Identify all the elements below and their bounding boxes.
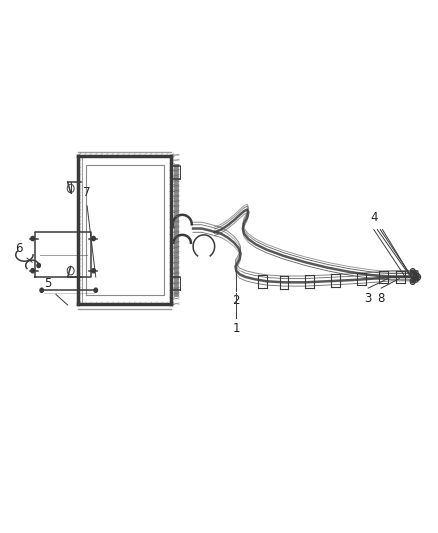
Circle shape — [414, 278, 417, 281]
Circle shape — [94, 288, 98, 292]
Circle shape — [417, 276, 419, 279]
Circle shape — [40, 288, 43, 292]
Text: 3: 3 — [364, 292, 372, 305]
Circle shape — [411, 270, 414, 273]
Circle shape — [414, 272, 417, 276]
Circle shape — [411, 280, 414, 283]
Text: 2: 2 — [233, 294, 240, 308]
Circle shape — [37, 263, 40, 268]
Text: 7: 7 — [83, 186, 91, 199]
Text: 1: 1 — [233, 322, 240, 335]
Circle shape — [92, 269, 95, 273]
Circle shape — [31, 237, 34, 241]
Text: 4: 4 — [370, 211, 378, 224]
Circle shape — [31, 269, 34, 273]
Text: 6: 6 — [15, 243, 23, 255]
Text: 8: 8 — [378, 292, 385, 305]
Text: 5: 5 — [45, 277, 52, 290]
Circle shape — [92, 237, 95, 241]
